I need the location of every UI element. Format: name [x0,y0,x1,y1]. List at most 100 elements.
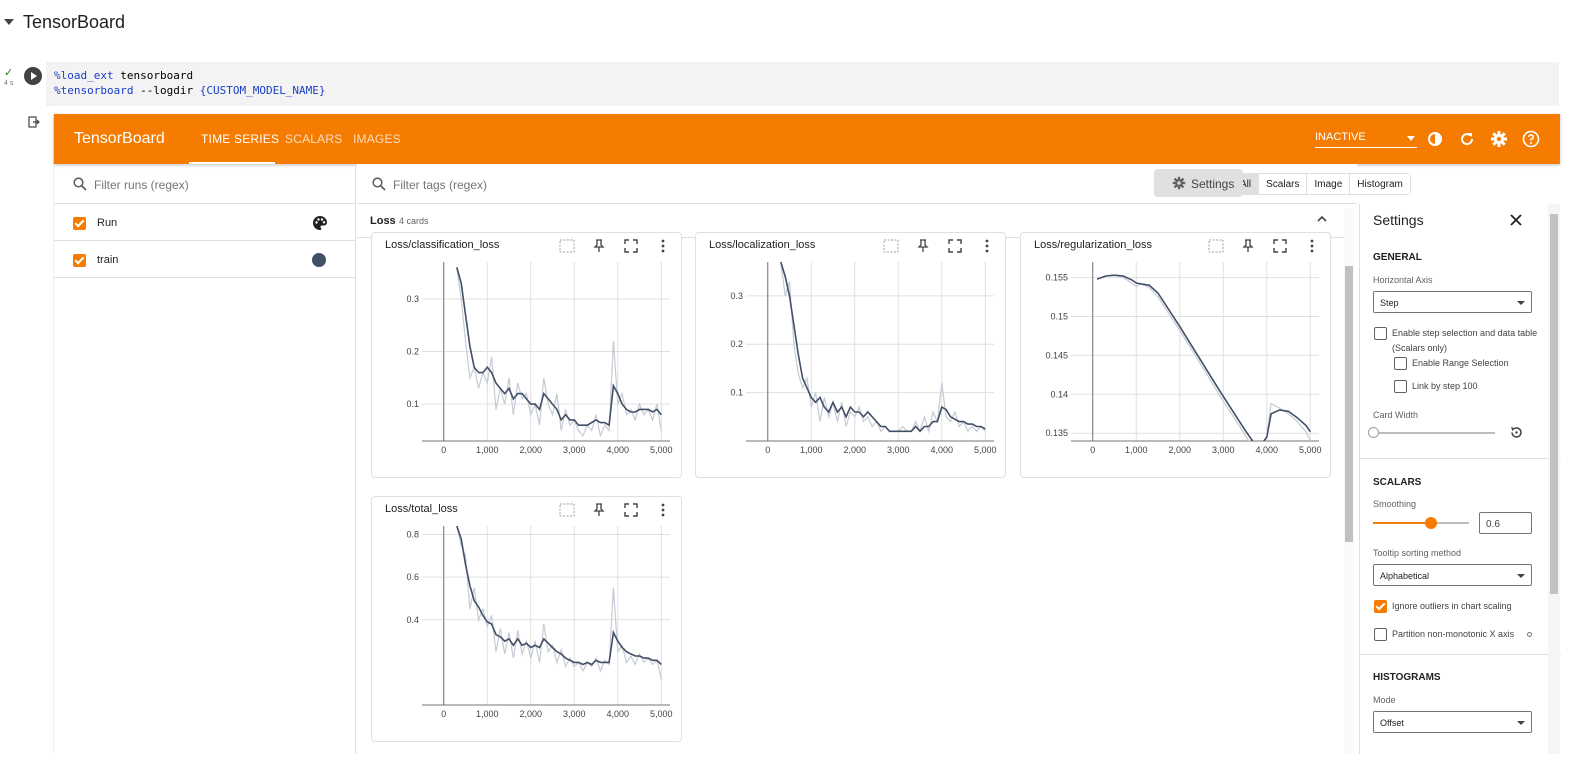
card-title: Loss/localization_loss [709,239,816,251]
fullscreen-icon[interactable] [624,239,638,253]
y-tick-label: 0.4 [406,615,419,625]
run-checkbox-all[interactable] [73,217,86,230]
main-scrollbar[interactable] [1344,208,1354,754]
type-filter-toggle: All Scalars Image Histogram [1232,173,1411,195]
smoothing-thumb[interactable] [1424,517,1437,529]
fullscreen-icon[interactable] [624,503,638,517]
link-by-step-checkbox[interactable] [1394,380,1407,393]
runs-filter-input[interactable]: Filter runs (regex) [54,164,356,204]
smoothing-slider-fill [1373,522,1431,524]
select-value: Alphabetical [1380,571,1430,581]
runs-panel: Filter runs (regex) Run train [54,164,356,754]
more-vert-icon[interactable] [661,503,665,517]
fit-domain-icon[interactable] [559,239,575,253]
pin-icon[interactable] [1242,239,1254,252]
collapse-caret-icon[interactable] [4,19,14,25]
scrollbar-thumb[interactable] [1345,266,1353,542]
smoothed-series-line [456,267,662,427]
reset-icon[interactable] [1509,425,1524,440]
histogram-mode-select[interactable]: Offset [1373,711,1532,733]
refresh-icon[interactable] [1458,130,1476,148]
horizontal-axis-select[interactable]: Step [1373,291,1532,313]
chevron-up-icon[interactable] [1317,214,1327,224]
output-icon[interactable] [28,116,40,128]
scrollbar-thumb[interactable] [1550,214,1558,594]
chart-grid [422,526,670,705]
type-filter-image[interactable]: Image [1307,174,1351,194]
more-vert-icon[interactable] [1310,239,1314,253]
code-editor[interactable] [46,62,1559,106]
fullscreen-icon[interactable] [948,239,962,253]
link-by-step-label: Link by step 100 [1412,381,1478,391]
tab-scalars[interactable]: SCALARS [285,132,343,146]
raw-series-line [456,267,662,438]
magic-command: %load_ext [54,69,114,82]
section-header: TensorBoard [0,0,1570,48]
fullscreen-icon[interactable] [1273,239,1287,253]
more-vert-icon[interactable] [985,239,989,253]
card-width-thumb[interactable] [1368,427,1379,438]
y-tick-label: 0.6 [406,572,419,582]
partition-checkbox[interactable] [1374,628,1387,641]
run-cell-button[interactable] [24,67,42,85]
code-line-2: %tensorboard --logdir {CUSTOM_MODEL_NAME… [54,84,326,97]
chevron-down-icon [1407,136,1415,141]
tab-time-series[interactable]: TIME SERIES [201,132,280,146]
tooltip-sorting-select[interactable]: Alphabetical [1373,564,1532,586]
section-general: GENERAL [1373,252,1422,263]
tab-images[interactable]: IMAGES [353,132,401,146]
x-tick-label: 5,000 [650,709,673,719]
pin-icon[interactable] [593,239,605,252]
settings-gear-icon[interactable] [1490,130,1508,148]
card-title: Loss/regularization_loss [1034,239,1153,251]
y-tick-label: 0.2 [730,339,743,349]
tags-filter-input[interactable]: Filter tags (regex) [393,178,488,192]
card-width-slider[interactable] [1373,432,1495,434]
x-tick-label: 2,000 [844,445,867,455]
code-line-1: %load_ext tensorboard [54,69,193,82]
chart-plot[interactable]: 0 1,000 2,000 3,000 4,000 5,000 0.135 0.14 0.145… [1021,233,1332,479]
run-color-swatch[interactable] [312,253,326,267]
chart-plot[interactable]: 0 1,000 2,000 3,000 4,000 5,000 0.1 0.2 0.3 [372,233,683,479]
partition-label: Partition non-monotonic X axis [1392,629,1515,639]
select-value: Step [1380,298,1399,308]
y-tick-label: 0.8 [406,530,419,540]
fit-domain-icon[interactable] [883,239,899,253]
help-icon[interactable] [1522,130,1540,148]
type-filter-histogram[interactable]: Histogram [1357,179,1403,190]
settings-button-label: Settings [1191,177,1235,191]
palette-icon[interactable] [312,215,328,231]
range-selection-checkbox[interactable] [1394,357,1407,370]
pin-icon[interactable] [917,239,929,252]
raw-series-line [780,262,986,434]
pin-icon[interactable] [593,503,605,516]
info-icon[interactable] [1527,632,1532,637]
fit-domain-icon[interactable] [1208,239,1224,253]
x-tick-label: 3,000 [563,445,586,455]
smoothing-input[interactable]: 0.6 [1479,512,1532,534]
x-tick-label: 2,000 [520,709,543,719]
settings-scrollbar[interactable] [1548,204,1560,754]
chevron-down-icon [1517,301,1525,305]
y-tick-label: 0.1 [730,388,743,398]
more-vert-icon[interactable] [661,239,665,253]
settings-toggle-button[interactable]: Settings [1154,169,1243,197]
close-icon[interactable] [1509,213,1523,227]
chart-plot[interactable]: 0 1,000 2,000 3,000 4,000 5,000 0.1 0.2 0.3 [696,233,1007,479]
chart-plot[interactable]: 0 1,000 2,000 3,000 4,000 5,000 0.4 0.6 0.8 [372,497,683,743]
card-width-label: Card Width [1373,410,1419,420]
theme-icon[interactable] [1426,130,1444,148]
x-tick-label: 4,000 [607,445,630,455]
plugin-select[interactable]: INACTIVE [1315,126,1417,148]
settings-divider [1360,654,1561,655]
settings-pane: Settings GENERAL Horizontal Axis Step En… [1359,204,1561,754]
type-filter-scalars[interactable]: Scalars [1259,174,1308,194]
y-tick-label: 0.3 [730,291,743,301]
x-tick-label: 4,000 [931,445,954,455]
run-checkbox-train[interactable] [73,254,86,267]
ignore-outliers-checkbox[interactable] [1374,600,1387,613]
search-icon [372,177,386,191]
fit-domain-icon[interactable] [559,503,575,517]
code-text: tensorboard [113,69,194,82]
step-selection-checkbox[interactable] [1374,327,1387,340]
